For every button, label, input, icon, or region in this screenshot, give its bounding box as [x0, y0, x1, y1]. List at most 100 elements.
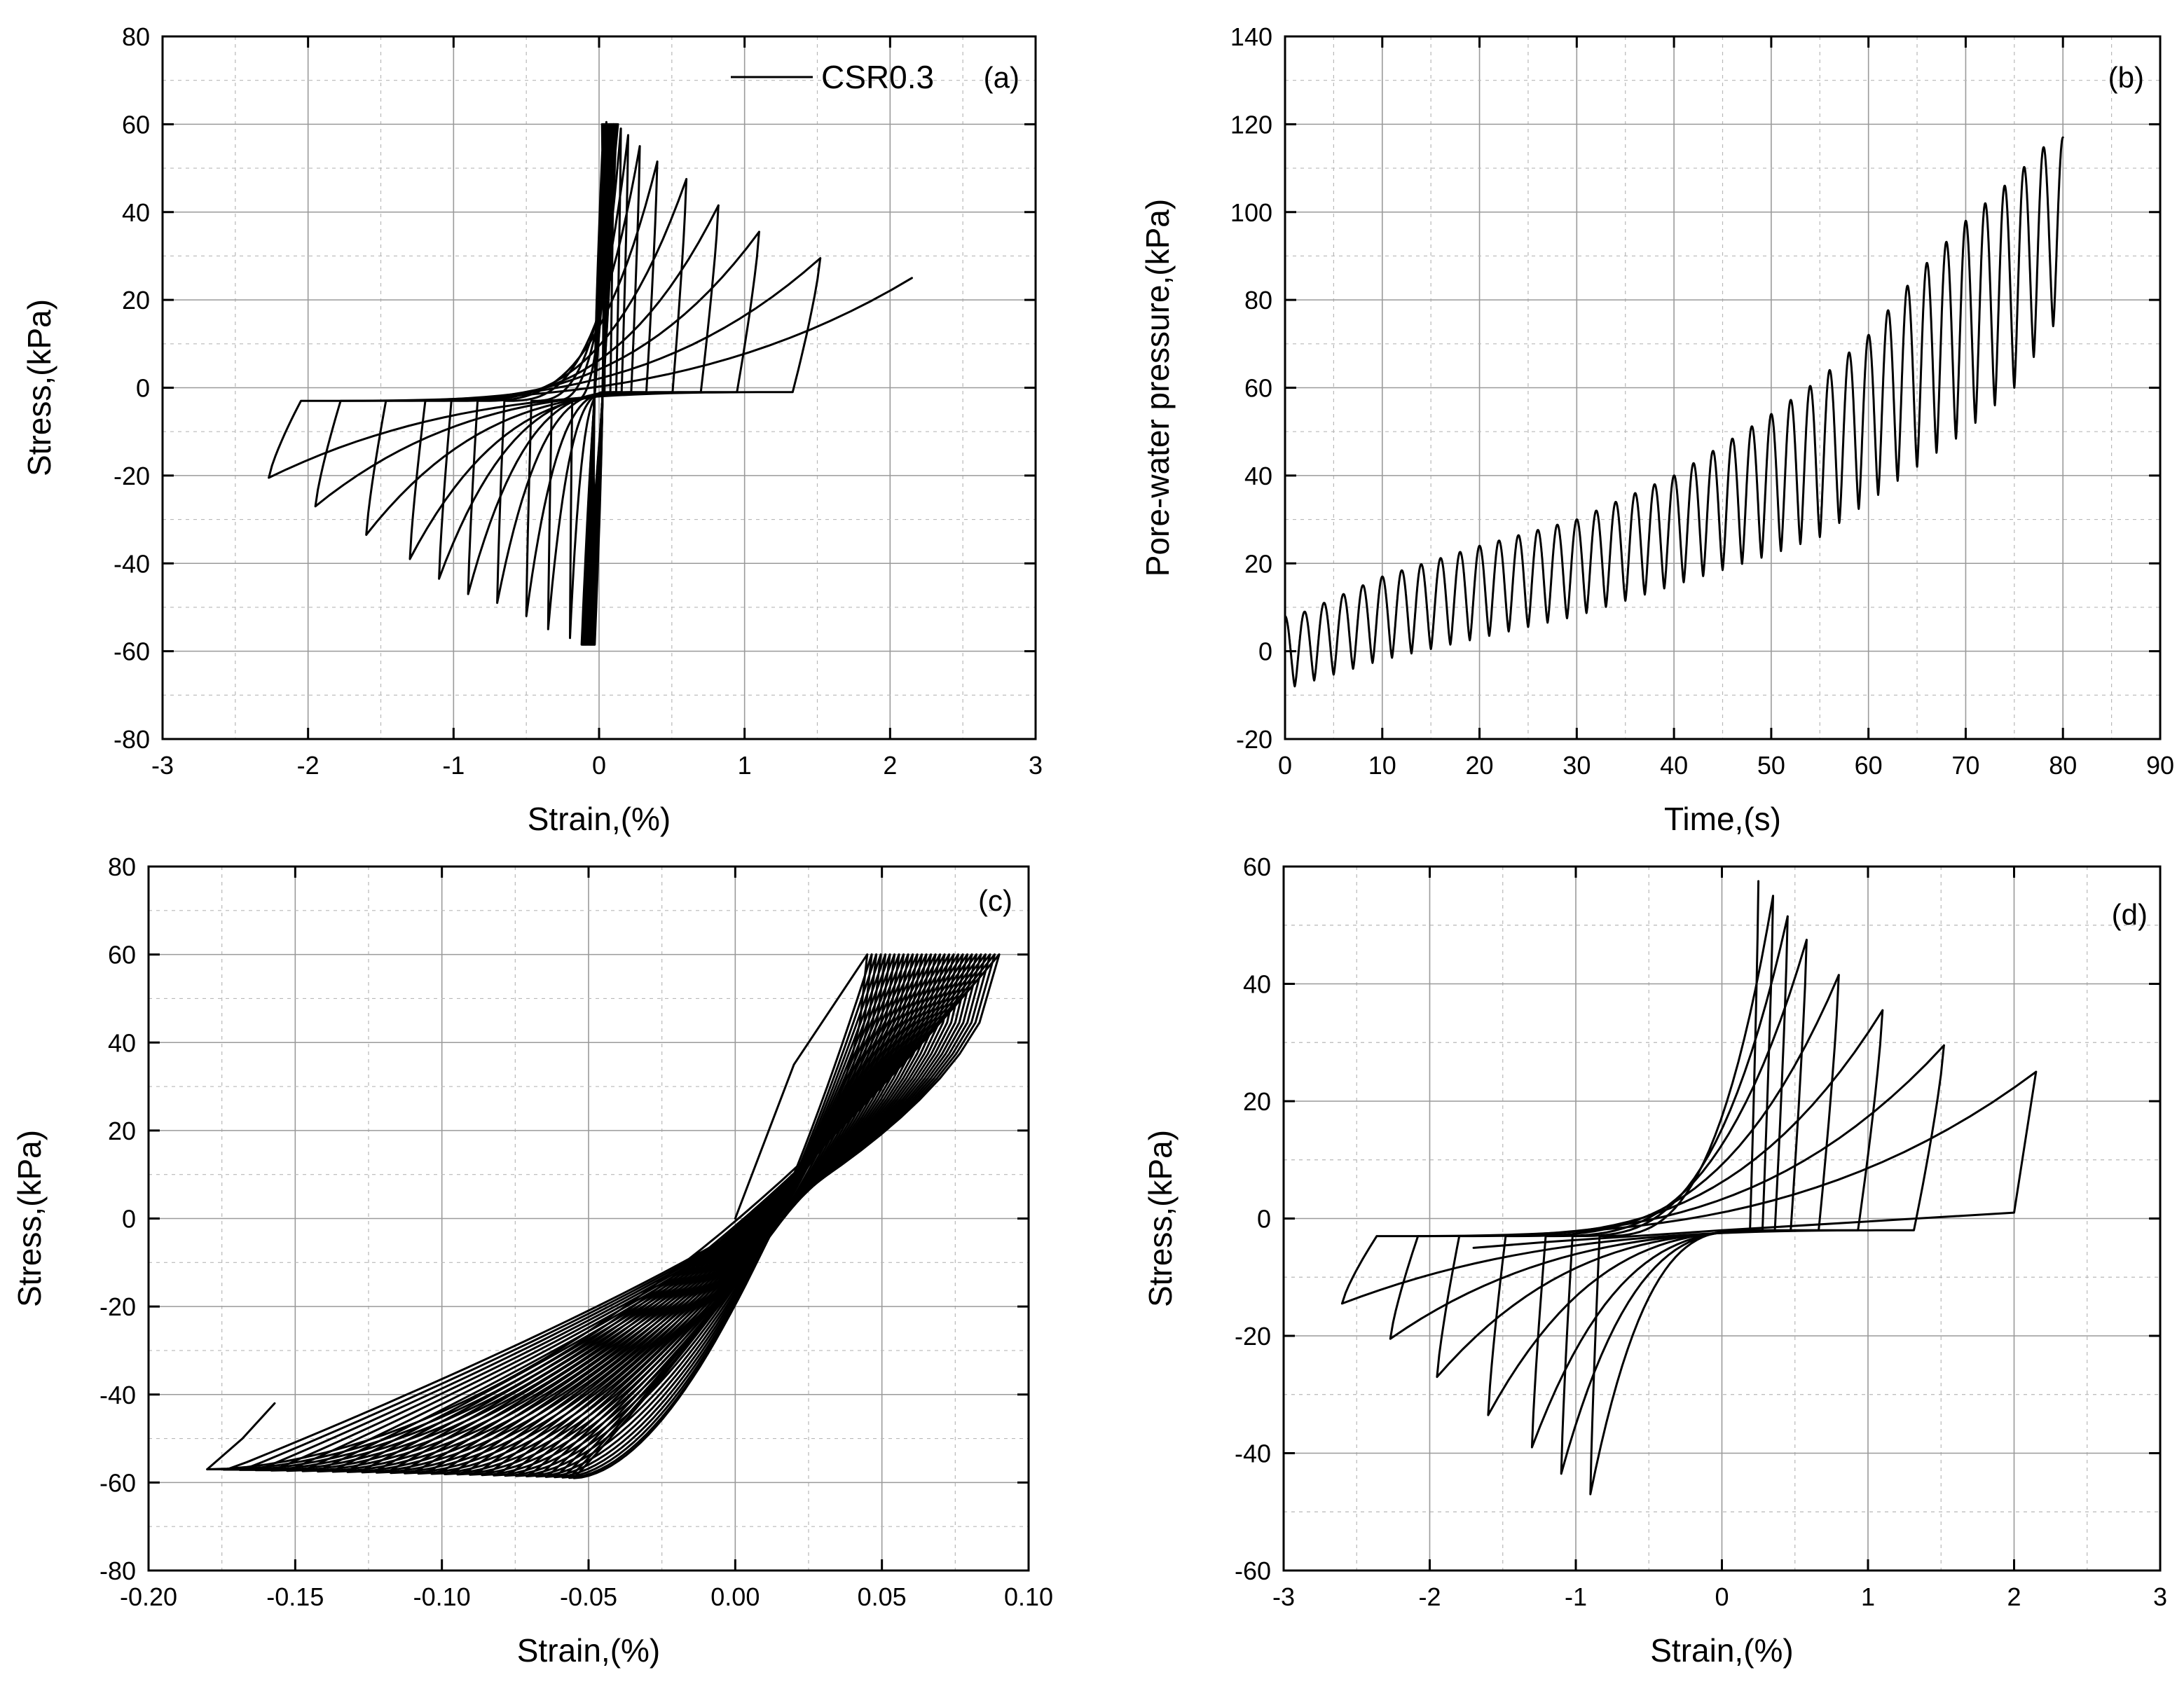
y-tick-label: 40	[108, 1028, 136, 1057]
panel-label-a: (a)	[984, 61, 1019, 94]
x-axis-title-a: Strain,(%)	[528, 801, 671, 837]
stress-strain-loop	[268, 257, 913, 479]
y-tick-label: 0	[122, 1205, 136, 1234]
grid-a	[163, 36, 1036, 739]
y-tick-label: -40	[1235, 1440, 1271, 1468]
x-tick-label: -2	[1418, 1582, 1441, 1611]
stress-strain-loop	[481, 953, 919, 1477]
x-tick-label: 0	[1278, 751, 1292, 780]
x-tick-label: 80	[2049, 751, 2077, 780]
x-tick-label: 10	[1368, 751, 1396, 780]
x-tick-label: -1	[1565, 1582, 1587, 1611]
y-tick-label: 60	[122, 110, 150, 139]
ticks-a	[161, 35, 1037, 740]
stress-strain-loop	[1560, 895, 1789, 1475]
y-tick-label: -40	[114, 549, 150, 578]
x-tick-label: 0.05	[858, 1582, 907, 1611]
panel-label-d: (d)	[2112, 898, 2148, 931]
x-tick-label: 3	[2153, 1582, 2167, 1611]
x-tick-label: 30	[1563, 751, 1591, 780]
stress-strain-loop	[1589, 880, 1774, 1496]
ticks-c	[147, 865, 1030, 1572]
y-tick-label: -20	[99, 1292, 136, 1321]
y-tick-label: -60	[114, 637, 150, 666]
legend-label-a: CSR0.3	[821, 59, 934, 95]
x-tick-label: 0	[592, 751, 606, 780]
grid-d	[1284, 867, 2160, 1571]
y-tick-label: 40	[1244, 462, 1272, 490]
x-tick-label: 2	[883, 751, 897, 780]
x-tick-label: -3	[1272, 1582, 1295, 1611]
x-tick-label: 50	[1757, 751, 1785, 780]
stress-strain-loop	[1487, 939, 1840, 1416]
x-tick-label: -0.10	[413, 1582, 471, 1611]
stress-strain-loop	[1340, 1044, 2038, 1305]
y-tick-label: 40	[1243, 970, 1271, 999]
chart-panel-a: -3 -2 -1 0 1 2 3 -80 -60 -40 -20 0 20 40 60 80 Strain,(…	[21, 22, 1043, 837]
stress-strain-loop	[438, 160, 688, 580]
grid-b	[1285, 36, 2160, 739]
y-tick-label: -60	[99, 1468, 136, 1497]
panel-label-b: (b)	[2108, 61, 2144, 94]
x-axis-title-c: Strain,(%)	[517, 1632, 660, 1669]
x-tick-label: -2	[297, 751, 320, 780]
x-tick-label: 1	[1861, 1582, 1875, 1611]
x-tick-label: -3	[151, 751, 174, 780]
y-axis-title-c: Stress,(kPa)	[11, 1130, 48, 1307]
series-d	[1340, 880, 2038, 1496]
final-segment	[206, 1402, 276, 1470]
y-tick-label: 20	[1244, 549, 1272, 578]
y-tick-label: 0	[1257, 1205, 1271, 1234]
series-b	[1284, 136, 2064, 688]
tick-labels-a: -3 -2 -1 0 1 2 3 -80 -60 -40 -20 0 20 40 60 80	[114, 22, 1043, 780]
initial-loading-segment	[734, 953, 869, 1220]
x-axis-title-d: Strain,(%)	[1650, 1632, 1793, 1669]
x-tick-label: -1	[442, 751, 465, 780]
x-tick-label: 40	[1660, 751, 1688, 780]
x-tick-label: 3	[1029, 751, 1043, 780]
y-tick-label: 60	[1244, 374, 1272, 403]
final-segment	[1472, 1070, 2038, 1249]
x-tick-label: 20	[1466, 751, 1494, 780]
x-axis-title-b: Time,(s)	[1664, 801, 1781, 837]
y-tick-label: 40	[122, 198, 150, 227]
y-tick-label: -80	[99, 1557, 136, 1585]
y-tick-label: -80	[114, 725, 150, 754]
stress-strain-loop	[365, 204, 760, 536]
y-tick-label: 0	[1258, 637, 1272, 666]
y-tick-label: 80	[1244, 286, 1272, 315]
y-axis-title-b: Pore-water pressure,(kPa)	[1139, 199, 1176, 577]
x-tick-label: 70	[1951, 751, 1979, 780]
x-tick-label: 60	[1855, 751, 1883, 780]
y-tick-label: 20	[108, 1117, 136, 1145]
legend-a: CSR0.3	[731, 59, 934, 95]
ticks-b	[1284, 35, 2162, 740]
y-tick-label: 60	[108, 941, 136, 969]
y-tick-label: 100	[1230, 198, 1272, 227]
x-tick-label: -0.05	[560, 1582, 617, 1611]
y-tick-label: -20	[1236, 725, 1272, 754]
x-tick-label: 2	[2007, 1582, 2021, 1611]
pore-pressure-series	[1284, 136, 2064, 688]
tick-labels-d: -3 -2 -1 0 1 2 3 -60 -40 -20 0 20 40 60	[1235, 853, 2167, 1611]
y-axis-title-a: Stress,(kPa)	[21, 299, 57, 476]
x-tick-label: 90	[2146, 751, 2174, 780]
y-tick-label: -20	[1235, 1322, 1271, 1351]
x-tick-label: 0.10	[1004, 1582, 1053, 1611]
stress-strain-loop	[1389, 1009, 1945, 1340]
x-tick-label: 0	[1715, 1582, 1729, 1611]
y-tick-label: 80	[108, 853, 136, 881]
x-tick-label: 1	[738, 751, 752, 780]
tick-labels-c: -0.20 -0.15 -0.10 -0.05 0.00 0.05 0.10 -80 -60 -4…	[99, 853, 1053, 1611]
y-tick-label: 140	[1230, 22, 1272, 51]
y-tick-label: 60	[1243, 853, 1271, 881]
panel-label-c: (c)	[978, 884, 1012, 917]
series-c	[206, 953, 1001, 1479]
chart-panel-b: 0 10 20 30 40 50 60 70 80 90-20020406080100120140…	[1139, 22, 2174, 837]
y-tick-label: -40	[99, 1381, 136, 1409]
y-tick-label: 20	[1243, 1087, 1271, 1116]
chart-panel-c: -0.20 -0.15 -0.10 -0.05 0.00 0.05 0.10 -80 -60 -4…	[11, 853, 1053, 1669]
stress-strain-loop	[1436, 974, 1884, 1379]
